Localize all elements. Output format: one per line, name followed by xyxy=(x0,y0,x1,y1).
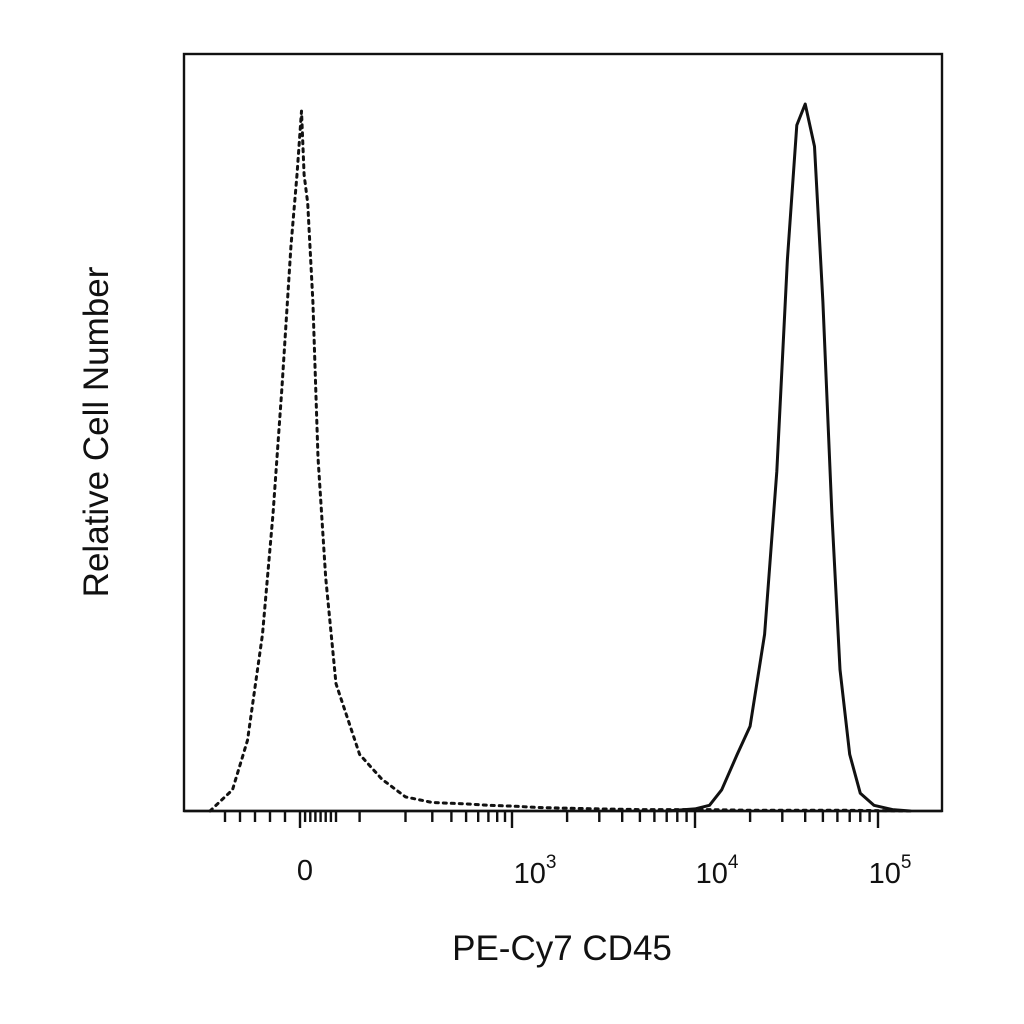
histogram-series-1-dotted xyxy=(208,109,912,813)
x-axis-tick-label-10-3: 103 xyxy=(514,852,557,890)
x-axis-title: PE-Cy7 CD45 xyxy=(452,929,672,968)
y-axis-title: Relative Cell Number xyxy=(77,266,116,597)
histogram-series-2-solid xyxy=(666,102,911,813)
x-axis-tick-label-10-4: 104 xyxy=(696,852,739,890)
histogram-curves xyxy=(208,102,912,813)
x-axis-ticks xyxy=(223,811,880,828)
x-axis xyxy=(184,809,942,828)
x-axis-tick-label-10-5: 105 xyxy=(869,852,912,890)
x-axis-tick-label-zero: 0 xyxy=(297,855,313,887)
